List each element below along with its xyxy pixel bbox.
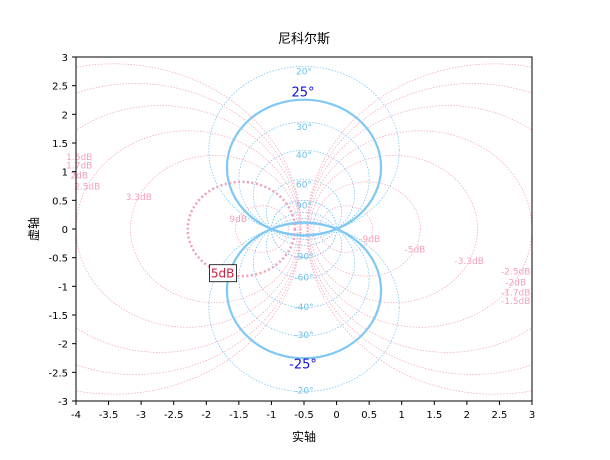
phase-contour-label-9: -20° — [294, 387, 313, 397]
gain-contour-label-9: 2.5dB — [74, 182, 100, 192]
x-tick-label-12: 2 — [464, 410, 470, 421]
gain-contour-label-2: -2dB — [505, 279, 526, 289]
phase-contour-9 — [208, 223, 400, 392]
gain-contour-label-8: 3.3dB — [126, 193, 152, 203]
gain-contour-5 — [312, 181, 421, 277]
x-tick-label-0: -4 — [71, 410, 81, 421]
gain-contour-label-0: -1.5dB — [501, 297, 530, 307]
phase-contour-label-1: 30° — [296, 123, 312, 133]
y-tick-label-6: 0 — [62, 225, 68, 236]
y-tick-label-3: 1.5 — [52, 139, 68, 150]
gain-contour-label-11: 1.7dB — [66, 162, 92, 172]
gain-contour-1 — [306, 83, 532, 375]
y-tick-label-11: -2.5 — [48, 368, 68, 379]
x-tick-label-14: 3 — [529, 410, 535, 421]
x-tick-label-9: 0.5 — [361, 410, 377, 421]
gain-contour-10 — [76, 105, 301, 353]
y-tick-label-7: -0.5 — [48, 254, 68, 265]
x-tick-label-6: -1 — [266, 410, 276, 421]
phase-contour-label-5: -90° — [294, 253, 313, 263]
x-tick-label-8: 0 — [333, 410, 339, 421]
x-tick-label-5: -1.5 — [229, 410, 249, 421]
y-axis-label: 虚轴 — [26, 217, 41, 241]
x-tick-label-11: 1.5 — [426, 410, 442, 421]
gain-contour-7 — [235, 205, 289, 253]
gain-contour-2 — [307, 105, 532, 353]
gain-contour-label-3: -2.5dB — [501, 268, 530, 278]
x-tick-label-4: -2 — [201, 410, 211, 421]
x-tick-label-13: 2.5 — [491, 410, 507, 421]
chart-grid — [76, 63, 532, 395]
highlight-gain-contour — [186, 180, 297, 278]
chart-title: 尼科尔斯 — [278, 32, 330, 47]
phase-contour-6 — [266, 212, 342, 280]
y-tick-label-2: 2 — [62, 110, 68, 121]
x-axis-ticks: -4 -3.5 -3 -2.5 -2 -1.5 -1 -0.5 0 0.5 1 1.5 2 2.5 3 — [71, 401, 535, 421]
highlight-gain-label: 5dB — [211, 267, 234, 281]
x-axis-label: 实轴 — [292, 429, 316, 444]
highlight-phase-contour-1 — [225, 221, 383, 360]
highlight-phase-contour-0 — [225, 98, 383, 237]
x-tick-label-1: -3.5 — [99, 410, 119, 421]
gain-contour-label-6: -9dB — [359, 235, 380, 245]
highlight-phase-label-1: -25° — [289, 357, 317, 372]
y-tick-label-9: -1.5 — [48, 311, 68, 322]
x-tick-label-2: -3 — [136, 410, 146, 421]
phase-contour-3 — [266, 178, 342, 246]
y-tick-label-1: 2.5 — [52, 82, 68, 93]
x-tick-label-7: -0.5 — [294, 410, 314, 421]
gain-contour-label-7: 9dB — [229, 215, 247, 225]
phase-contour-label-0: 20° — [296, 67, 312, 77]
phase-contour-label-6: -60° — [294, 274, 313, 284]
gain-contour-9 — [76, 130, 300, 328]
gain-contour-label-12: 1.5dB — [66, 153, 92, 163]
plot-frame — [75, 56, 533, 402]
phase-contour-label-8: -30° — [294, 331, 313, 341]
gain-contour-11 — [76, 83, 302, 375]
y-tick-label-12: -3 — [58, 397, 68, 408]
phase-contour-0 — [208, 66, 400, 235]
phase-contour-7 — [252, 218, 356, 309]
y-tick-label-10: -2 — [58, 340, 68, 351]
y-axis-ticks: 3 2.5 2 1.5 1 0.5 0 -0.5 -1 -1.5 -2 -2.5 -3 — [48, 53, 76, 408]
gain-contour-6 — [319, 205, 373, 253]
phase-contour-label-7: -40° — [294, 303, 313, 313]
highlight-phase-label-0: 25° — [291, 86, 314, 101]
gain-contour-label-1: -1.7dB — [501, 288, 530, 298]
gain-contour-12 — [76, 63, 302, 395]
highlight-gain-label-box — [209, 264, 237, 283]
phase-contour-2 — [252, 149, 356, 240]
gain-contour-label-4: -3.3dB — [454, 257, 483, 267]
phase-contour-label-2: 40° — [296, 151, 312, 161]
contour-labels: 20° 30° 40° 60° 90° -90° -60° -40° -30° -20° -1.5d… — [66, 67, 530, 396]
phase-contour-label-4: 90° — [296, 201, 312, 211]
y-tick-label-8: -1 — [58, 282, 68, 293]
phase-contour-1 — [238, 121, 370, 238]
x-tick-label-10: 1 — [399, 410, 405, 421]
gain-contour-8 — [130, 154, 299, 304]
y-tick-label-0: 3 — [62, 53, 68, 64]
y-tick-label-4: 1 — [62, 168, 68, 179]
gain-contour-0 — [306, 63, 532, 395]
gain-contour-label-5: -5dB — [405, 246, 426, 256]
gain-contour-label-10: 2dB — [70, 171, 88, 181]
y-tick-label-5: 0.5 — [52, 196, 68, 207]
phase-contour-label-3: 60° — [296, 180, 312, 190]
phase-contour-8 — [238, 220, 370, 337]
x-tick-label-3: -2.5 — [164, 410, 184, 421]
gain-contour-4 — [309, 154, 478, 304]
